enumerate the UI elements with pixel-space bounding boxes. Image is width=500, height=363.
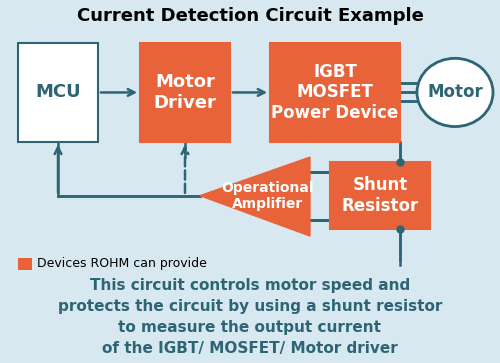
Text: Current Detection Circuit Example: Current Detection Circuit Example bbox=[76, 7, 424, 25]
Text: IGBT
MOSFET
Power Device: IGBT MOSFET Power Device bbox=[272, 63, 398, 122]
Text: Motor
Driver: Motor Driver bbox=[154, 73, 216, 112]
FancyBboxPatch shape bbox=[140, 43, 230, 142]
Text: This circuit controls motor speed and
protects the circuit by using a shunt resi: This circuit controls motor speed and pr… bbox=[58, 278, 442, 356]
Circle shape bbox=[417, 58, 493, 127]
FancyBboxPatch shape bbox=[330, 162, 430, 229]
Text: Devices ROHM can provide: Devices ROHM can provide bbox=[37, 257, 207, 270]
FancyBboxPatch shape bbox=[270, 43, 400, 142]
FancyBboxPatch shape bbox=[18, 258, 32, 270]
FancyBboxPatch shape bbox=[18, 43, 98, 142]
Polygon shape bbox=[200, 157, 310, 236]
Text: Motor: Motor bbox=[427, 83, 483, 101]
Text: Shunt
Resistor: Shunt Resistor bbox=[342, 176, 418, 215]
Text: Operational
Amplifier: Operational Amplifier bbox=[222, 180, 314, 211]
Text: MCU: MCU bbox=[35, 83, 81, 101]
